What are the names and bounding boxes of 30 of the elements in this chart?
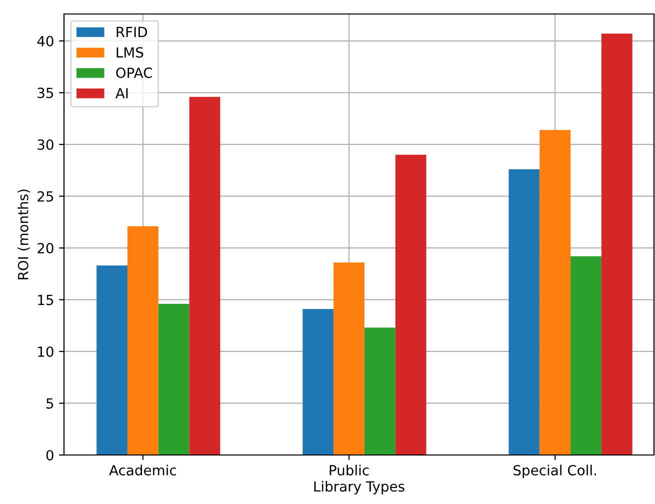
y-tick-label: 30 bbox=[38, 139, 54, 150]
bar bbox=[96, 266, 128, 455]
bar bbox=[334, 262, 364, 455]
bar bbox=[189, 96, 220, 455]
bar bbox=[302, 309, 334, 455]
bar bbox=[570, 256, 602, 455]
x-tick-label: Special Coll. bbox=[514, 464, 596, 478]
y-tick-label: 5 bbox=[46, 398, 54, 409]
bar bbox=[508, 169, 540, 455]
x-tick-label: Public bbox=[330, 464, 369, 476]
legend-label: RFID bbox=[116, 26, 147, 38]
y-tick-label: 10 bbox=[38, 346, 54, 357]
x-axis-title: Library Types bbox=[314, 480, 404, 494]
y-tick-label: 40 bbox=[37, 36, 54, 46]
bar bbox=[540, 130, 571, 455]
bar bbox=[158, 304, 190, 455]
legend-label: LMS bbox=[116, 47, 144, 58]
bar bbox=[395, 154, 426, 455]
y-tick-label: 15 bbox=[38, 294, 54, 306]
bar bbox=[364, 328, 396, 455]
y-axis-title: ROI (months) bbox=[18, 190, 30, 280]
legend-label: AI bbox=[115, 88, 128, 98]
x-tick-label: Academic bbox=[109, 464, 176, 476]
y-tick-label: 25 bbox=[38, 191, 54, 202]
bar bbox=[127, 226, 158, 455]
y-tick-label: 20 bbox=[38, 242, 54, 254]
bar bbox=[601, 34, 632, 455]
y-tick-label: 35 bbox=[38, 88, 54, 98]
y-tick-label: 0 bbox=[46, 450, 54, 460]
legend-label: OPAC bbox=[116, 68, 152, 78]
